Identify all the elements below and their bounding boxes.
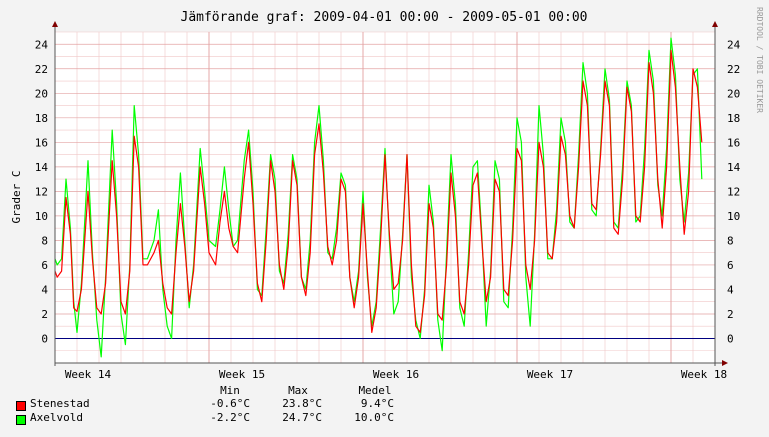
y-tick-label: 4: [41, 283, 48, 296]
y-tick-label: 20: [35, 87, 48, 100]
y-tick-label: 0: [727, 332, 734, 345]
y-tick-label: 8: [727, 234, 734, 247]
chart-title: Jämförande graf: 2009-04-01 00:00 - 2009…: [181, 10, 588, 25]
axes: [52, 21, 728, 366]
x-tick-label: Week 15: [219, 368, 265, 381]
y-tick-label: 22: [35, 63, 48, 76]
y-tick-label: 2: [727, 308, 734, 321]
y-tick-label: 16: [727, 136, 740, 149]
y-axis-left-arrow: [52, 21, 58, 27]
x-tick-label: Week 18: [681, 368, 727, 381]
y-tick-label: 22: [727, 63, 740, 76]
y-axis-label: Grader C: [10, 171, 23, 224]
y-tick-label: 8: [41, 234, 48, 247]
x-axis-arrow: [722, 360, 728, 366]
minor-grid: [54, 31, 716, 363]
watermark: RRDTOOL / TOBI OETIKER: [755, 7, 764, 113]
y-tick-label: 10: [727, 210, 740, 223]
y-tick-label: 16: [35, 136, 48, 149]
y-tick-label: 12: [727, 185, 740, 198]
y-tick-label: 18: [727, 112, 740, 125]
x-tick-label: Week 14: [65, 368, 112, 381]
series-layer: [54, 37, 703, 358]
x-tick-label: Week 16: [373, 368, 419, 381]
y-axis-right-arrow: [712, 21, 718, 27]
y-tick-label: 24: [35, 38, 49, 51]
y-tick-label: 2: [41, 308, 48, 321]
y-tick-label: 4: [727, 283, 734, 296]
series-line-stenestad: [54, 49, 703, 333]
y-tick-label: 14: [727, 161, 741, 174]
y-tick-label: 10: [35, 210, 48, 223]
y-tick-label: 14: [35, 161, 49, 174]
y-tick-label: 20: [727, 87, 740, 100]
y-tick-label: 24: [727, 38, 741, 51]
y-tick-label: 0: [41, 332, 48, 345]
y-tick-label: 12: [35, 185, 48, 198]
y-tick-label: 6: [727, 259, 734, 272]
y-tick-label: 6: [41, 259, 48, 272]
y-tick-label: 18: [35, 112, 48, 125]
x-tick-label: Week 17: [527, 368, 573, 381]
x-tick-labels: Week 14 Week 15 Week 16 Week 17 Week 18: [65, 368, 727, 381]
